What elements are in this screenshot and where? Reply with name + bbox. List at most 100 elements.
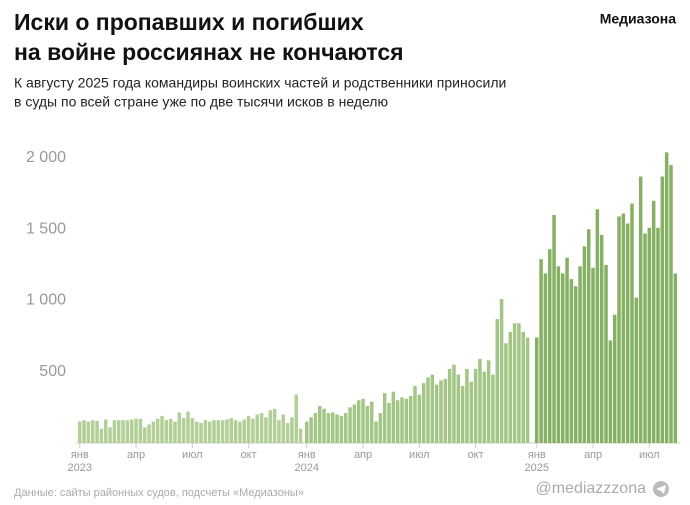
bar xyxy=(582,246,587,443)
bar xyxy=(365,405,370,443)
bar xyxy=(504,343,508,443)
brand-logo: Медиазона xyxy=(600,11,677,27)
bar xyxy=(634,297,639,443)
bar xyxy=(173,421,177,443)
bar xyxy=(199,423,203,443)
bar xyxy=(268,410,273,443)
bar xyxy=(99,428,104,443)
bar xyxy=(246,415,251,443)
bar xyxy=(326,413,331,443)
bar xyxy=(647,227,652,443)
bar xyxy=(651,200,656,443)
bar xyxy=(335,414,339,443)
bar xyxy=(281,414,286,443)
bar xyxy=(369,401,374,443)
bar xyxy=(272,408,277,443)
bar xyxy=(591,267,595,443)
bar xyxy=(155,418,160,443)
telegram-icon xyxy=(656,485,666,494)
bar xyxy=(356,400,361,443)
bar xyxy=(90,420,95,443)
bar xyxy=(608,340,613,443)
bar xyxy=(430,374,435,443)
bar xyxy=(361,398,365,443)
bar xyxy=(586,229,591,443)
bar xyxy=(387,403,391,443)
bar xyxy=(421,383,426,443)
bar xyxy=(569,279,574,443)
bar xyxy=(525,337,530,443)
bar xyxy=(112,420,117,443)
bar xyxy=(482,371,487,443)
bar xyxy=(294,394,298,443)
bar xyxy=(578,266,582,443)
bar xyxy=(259,413,264,443)
bar xyxy=(322,408,326,443)
bar xyxy=(486,360,491,443)
bar xyxy=(277,420,281,443)
bar xyxy=(560,273,565,443)
bar xyxy=(125,420,130,443)
bar xyxy=(138,418,143,443)
bar xyxy=(290,417,294,443)
subtitle: в суды по всей стране уже по две тысячи … xyxy=(14,94,388,110)
bar xyxy=(382,393,387,443)
x-tick-label: янв xyxy=(528,449,546,461)
bar xyxy=(203,420,208,443)
bar xyxy=(638,176,643,443)
bar xyxy=(539,259,543,443)
bar xyxy=(207,421,212,443)
bar xyxy=(473,368,478,443)
bar xyxy=(508,331,513,443)
bar xyxy=(164,420,169,443)
bar xyxy=(517,323,521,443)
x-tick-label: июл xyxy=(639,449,660,461)
bar xyxy=(669,165,673,443)
bar xyxy=(313,413,318,443)
bar xyxy=(630,203,634,443)
bar xyxy=(400,397,404,443)
bar xyxy=(404,398,409,443)
bar xyxy=(225,419,229,443)
subtitle: К августу 2025 года командиры воинских ч… xyxy=(14,75,506,91)
bar xyxy=(617,216,621,443)
bar xyxy=(116,420,121,443)
bar xyxy=(348,407,352,443)
bar xyxy=(108,427,112,443)
bar xyxy=(82,420,86,443)
x-tick-label: июл xyxy=(182,449,203,461)
bar xyxy=(495,319,500,443)
bar xyxy=(142,427,147,443)
bar xyxy=(305,421,309,443)
y-tick-label: 500 xyxy=(39,363,66,380)
bar xyxy=(168,418,173,443)
y-tick-label: 1 500 xyxy=(26,220,66,237)
bar xyxy=(599,234,604,443)
bar xyxy=(374,421,378,443)
bar xyxy=(186,411,190,443)
bar xyxy=(129,419,134,443)
bar xyxy=(151,421,156,443)
bar xyxy=(439,380,443,443)
x-year-label: 2023 xyxy=(68,462,92,474)
bar xyxy=(251,418,255,443)
handle: @mediazzzona xyxy=(535,480,646,497)
bar xyxy=(413,386,417,443)
bar xyxy=(255,414,260,443)
bar xyxy=(395,400,400,443)
bar xyxy=(317,405,322,443)
bar xyxy=(408,395,413,443)
bar xyxy=(552,215,556,443)
bar xyxy=(229,418,234,443)
bar xyxy=(443,378,448,443)
bar xyxy=(556,266,561,443)
bar xyxy=(330,412,335,443)
bar xyxy=(521,331,525,443)
bar xyxy=(309,417,313,443)
bar xyxy=(121,420,125,443)
chart-title: Иски о пропавших и погибших xyxy=(14,9,364,35)
bar xyxy=(595,209,600,443)
x-tick-label: окт xyxy=(468,449,484,461)
